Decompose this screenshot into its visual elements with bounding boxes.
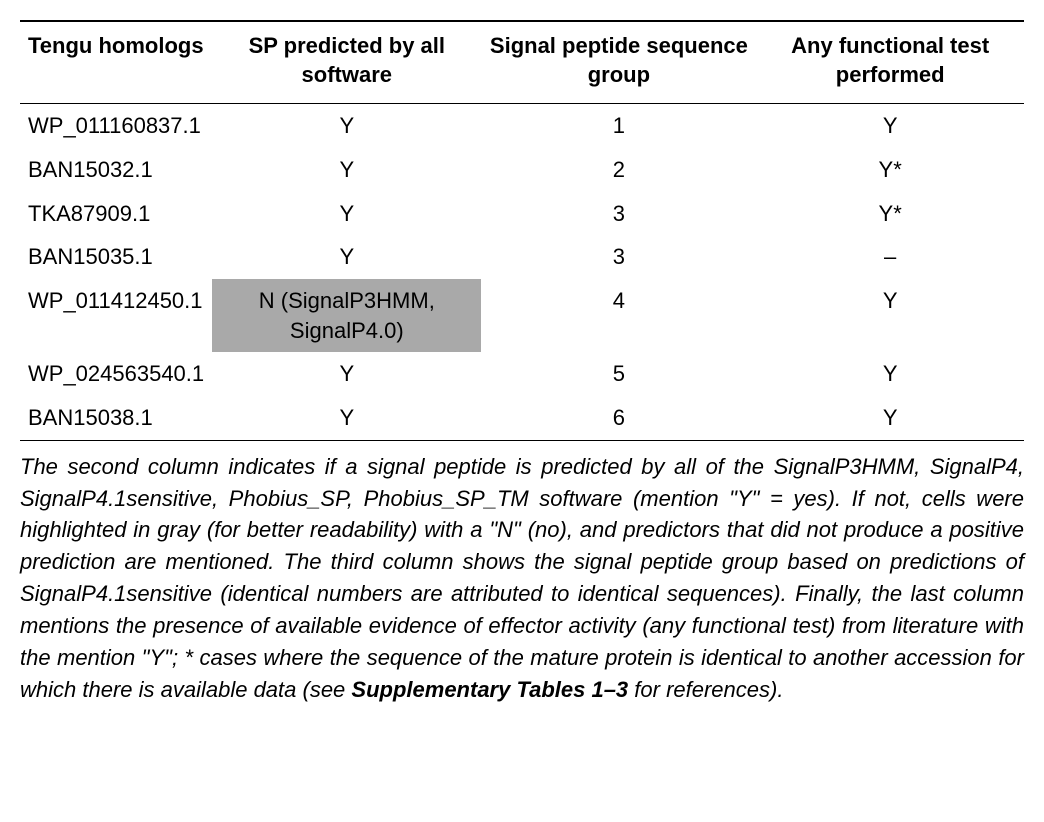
cell-homolog: BAN15038.1: [20, 396, 212, 440]
cell-sp-gray: N (SignalP3HMM, SignalP4.0): [212, 279, 481, 352]
cell-group: 5: [481, 352, 756, 396]
table-row: BAN15035.1 Y 3 –: [20, 235, 1024, 279]
cell-sp: Y: [212, 148, 481, 192]
cell-sp: Y: [212, 396, 481, 440]
cell-homolog: WP_011160837.1: [20, 104, 212, 148]
cell-sp: Y: [212, 192, 481, 236]
cell-homolog: BAN15035.1: [20, 235, 212, 279]
table-body: WP_011160837.1 Y 1 Y BAN15032.1 Y 2 Y* T…: [20, 104, 1024, 441]
table-row: WP_011160837.1 Y 1 Y: [20, 104, 1024, 148]
cell-test: –: [756, 235, 1024, 279]
caption-text-2: for references).: [628, 677, 783, 702]
cell-test: Y*: [756, 192, 1024, 236]
table-container: Tengu homologs SP predicted by all softw…: [20, 20, 1024, 706]
cell-test: Y: [756, 352, 1024, 396]
caption-text-1: The second column indicates if a signal …: [20, 454, 1024, 702]
table-head: Tengu homologs SP predicted by all softw…: [20, 21, 1024, 104]
cell-sp: Y: [212, 352, 481, 396]
cell-group: 4: [481, 279, 756, 352]
cell-group: 2: [481, 148, 756, 192]
caption-bold-ref: Supplementary Tables 1–3: [351, 677, 628, 702]
col-header-group: Signal peptide sequence group: [481, 21, 756, 104]
cell-sp: Y: [212, 104, 481, 148]
cell-homolog: WP_011412450.1: [20, 279, 212, 352]
cell-group: 6: [481, 396, 756, 440]
table-caption: The second column indicates if a signal …: [20, 451, 1024, 706]
table-row: BAN15032.1 Y 2 Y*: [20, 148, 1024, 192]
cell-homolog: TKA87909.1: [20, 192, 212, 236]
cell-group: 3: [481, 192, 756, 236]
cell-test: Y: [756, 396, 1024, 440]
table-row: WP_024563540.1 Y 5 Y: [20, 352, 1024, 396]
table-row: WP_011412450.1 N (SignalP3HMM, SignalP4.…: [20, 279, 1024, 352]
cell-homolog: WP_024563540.1: [20, 352, 212, 396]
cell-group: 3: [481, 235, 756, 279]
cell-group: 1: [481, 104, 756, 148]
col-header-test: Any functional test performed: [756, 21, 1024, 104]
tengu-table: Tengu homologs SP predicted by all softw…: [20, 20, 1024, 441]
cell-homolog: BAN15032.1: [20, 148, 212, 192]
table-row: TKA87909.1 Y 3 Y*: [20, 192, 1024, 236]
cell-sp: Y: [212, 235, 481, 279]
header-row: Tengu homologs SP predicted by all softw…: [20, 21, 1024, 104]
col-header-homologs: Tengu homologs: [20, 21, 212, 104]
table-row: BAN15038.1 Y 6 Y: [20, 396, 1024, 440]
cell-test: Y: [756, 104, 1024, 148]
col-header-sp: SP predicted by all software: [212, 21, 481, 104]
cell-test: Y*: [756, 148, 1024, 192]
cell-test: Y: [756, 279, 1024, 352]
